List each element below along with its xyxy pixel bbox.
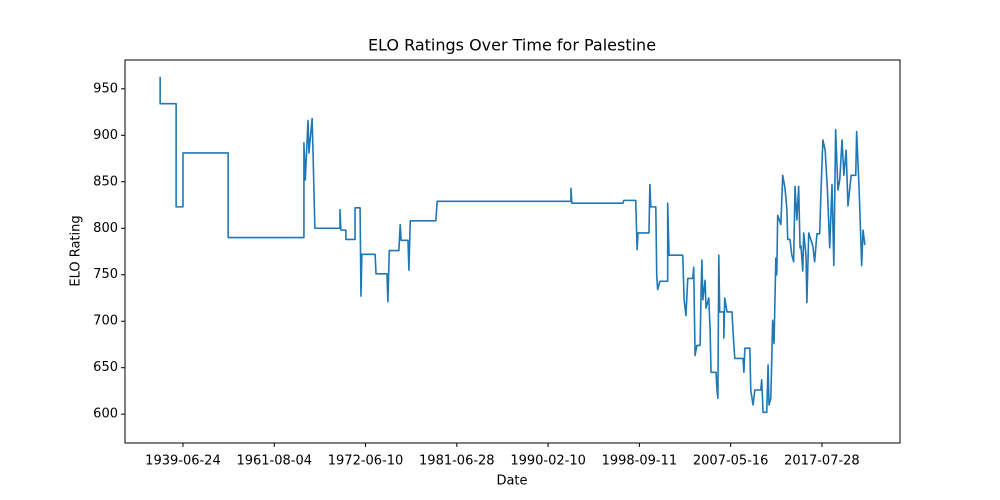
y-tick-label: 900 [93, 128, 118, 143]
y-tick-label: 950 [93, 81, 118, 96]
y-axis-label: ELO Rating [69, 215, 84, 286]
x-tick-label: 1998-09-11 [602, 454, 678, 469]
x-tick-label: 2017-07-28 [784, 454, 860, 469]
y-tick-label: 750 [93, 267, 118, 282]
y-tick-label: 850 [93, 174, 118, 189]
y-tick-label: 600 [93, 407, 118, 422]
line-series [159, 76, 866, 414]
x-axis-label: Date [496, 474, 527, 489]
y-tick-label: 650 [93, 360, 118, 375]
x-tick-label: 1972-06-10 [328, 454, 404, 469]
x-tick-label: 1939-06-24 [145, 454, 221, 469]
y-tick-label: 700 [93, 314, 118, 329]
plot-frame [124, 59, 901, 444]
chart-title: ELO Ratings Over Time for Palestine [368, 36, 656, 55]
x-tick-label: 1990-02-10 [510, 454, 586, 469]
x-tick-label: 2007-05-16 [693, 454, 769, 469]
x-tick-label: 1981-06-28 [419, 454, 495, 469]
y-tick-label: 800 [93, 221, 118, 236]
x-tick-label: 1961-08-04 [236, 454, 312, 469]
